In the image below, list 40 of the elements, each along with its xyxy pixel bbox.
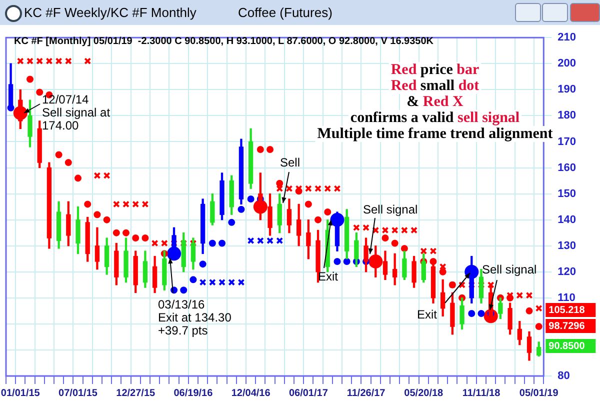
- annotation: KC #F [Monthly] 05/01/19 -2.3000 C 90.8500, H 93.1000, L 87.6000, O 92.8000, V 16.9350K: [14, 36, 434, 47]
- y-tick-label: 80: [558, 370, 570, 382]
- annotation: Exit: [417, 307, 438, 322]
- x-tick-label: 06/19/16: [174, 388, 214, 399]
- annotation: Red price bar: [390, 62, 480, 78]
- x-tick-label: 07/01/15: [58, 388, 98, 399]
- y-tick-label: 180: [558, 110, 576, 122]
- x-tick-label: 05/01/19: [519, 388, 559, 399]
- x-tick-label: 01/01/15: [0, 388, 40, 399]
- chart-title: Coffee (Futures): [238, 5, 332, 20]
- annotation: confirms a valid sell signal: [350, 110, 520, 126]
- y-tick-label: 170: [558, 136, 576, 148]
- y-tick-label: 210: [558, 32, 576, 44]
- annotation: Sell signal: [482, 262, 537, 276]
- annotation: Exit: [318, 269, 339, 284]
- y-tick-label: 120: [558, 266, 576, 278]
- x-tick-label: 12/04/16: [231, 388, 271, 399]
- text: 98.7296: [548, 320, 586, 332]
- annotation: 12/07/14 Sell signal at 174.00: [42, 92, 111, 132]
- y-tick-label: 190: [558, 84, 576, 96]
- x-tick-label: 06/01/17: [288, 388, 328, 399]
- x-tick-label: 05/20/18: [404, 388, 444, 399]
- annotation: & Red X: [406, 94, 464, 110]
- chart-subtitle: KC #F Weekly/KC #F Monthly: [24, 5, 196, 20]
- x-tick-label: 12/27/15: [116, 388, 156, 399]
- annotation: Multiple time frame trend alignment: [317, 126, 553, 142]
- annotation: Red small dot: [390, 78, 480, 94]
- x-tick-label: 11/26/17: [346, 388, 386, 399]
- y-tick-label: 160: [558, 162, 576, 174]
- y-tick-label: 140: [558, 214, 576, 226]
- x-tick-label: 11/11/18: [462, 388, 501, 399]
- annotation: 03/13/16 Exit at 134.30 +39.7 pts: [158, 297, 232, 338]
- y-tick-label: 110: [558, 292, 576, 304]
- annotation: Sell: [280, 155, 300, 170]
- annotation: Sell signal: [363, 202, 418, 216]
- y-tick-label: 200: [558, 58, 576, 70]
- text: 90.8500: [548, 340, 586, 352]
- text: 105.218: [548, 304, 586, 316]
- y-tick-label: 130: [558, 240, 576, 252]
- y-tick-label: 150: [558, 188, 576, 200]
